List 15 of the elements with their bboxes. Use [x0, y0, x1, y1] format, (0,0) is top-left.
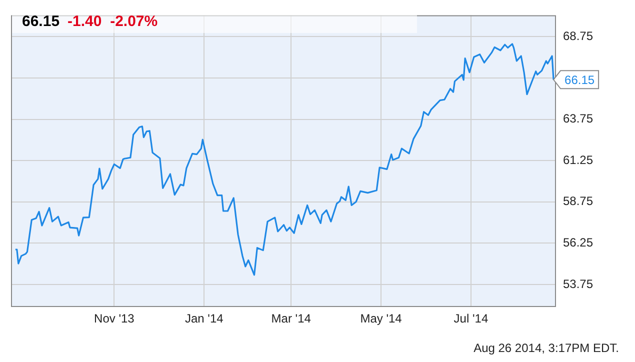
x-tick-label: Nov '13 [94, 312, 135, 326]
x-tick-label: Jul '14 [454, 312, 488, 326]
y-tick-label: 68.75 [563, 28, 594, 43]
y-tick-label: 63.75 [563, 112, 594, 126]
x-tick-label: Mar '14 [271, 312, 312, 326]
y-tick-label: 56.25 [563, 236, 594, 250]
y-tick-label: 61.25 [563, 152, 594, 167]
x-tick-label: May '14 [360, 312, 402, 326]
y-tick-label: 53.75 [563, 276, 594, 291]
y-tick-label: 58.75 [563, 194, 594, 208]
annotation: 66.15 [564, 72, 595, 87]
chart-title: 66.15 [22, 13, 60, 30]
chart-subtitle: -1.40 -2.07% [68, 13, 158, 30]
text: Aug 26 2014, 3:17PM EDT. [474, 341, 619, 355]
x-tick-label: Jan '14 [184, 312, 224, 326]
